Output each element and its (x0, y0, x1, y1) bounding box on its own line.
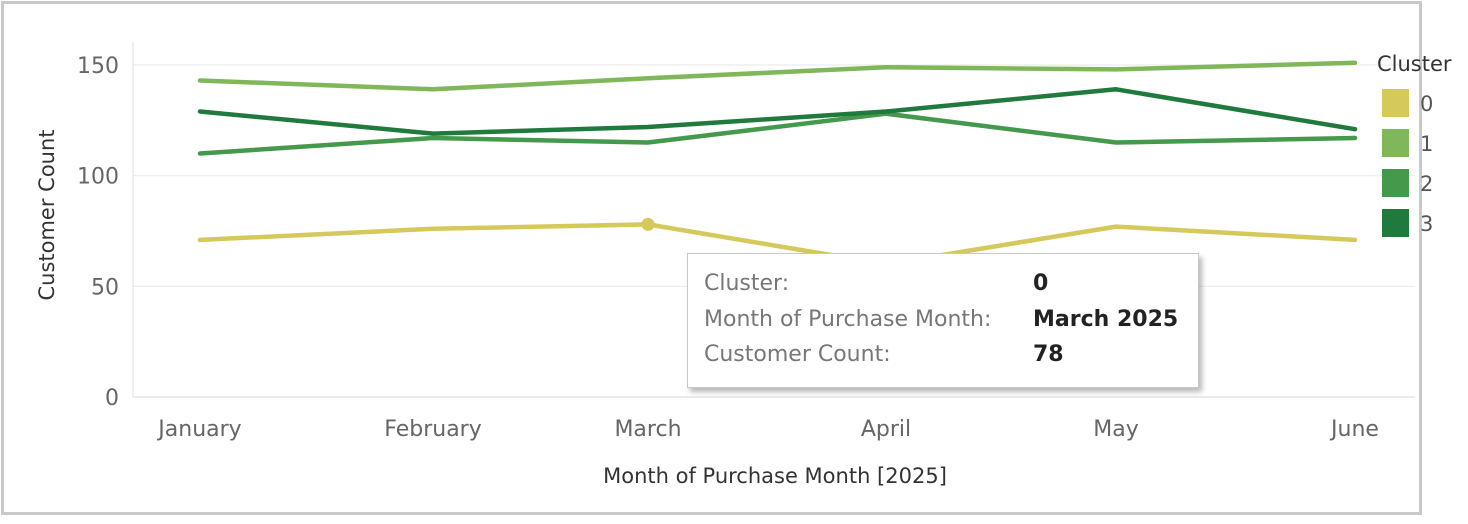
x-tick-label: June (1329, 417, 1379, 442)
tooltip-row-count: Customer Count: 78 (704, 342, 1184, 372)
data-point-cluster-1 (646, 76, 650, 80)
data-point-cluster-0 (1353, 238, 1357, 242)
series-line-cluster-0 (197, 222, 1358, 267)
legend-label-cluster-0: 0 (1420, 92, 1433, 116)
y-axis-title: Customer Count (35, 129, 59, 300)
x-tick-label: January (156, 417, 241, 442)
tooltip-value: 0 (1033, 271, 1049, 296)
x-tick-label: April (861, 417, 911, 442)
tooltip-key: Cluster: (704, 271, 790, 296)
legend-label-cluster-2: 2 (1420, 172, 1433, 196)
highlighted-data-point (641, 217, 655, 231)
data-point-cluster-2 (198, 151, 202, 155)
series-line-cluster-2 (197, 111, 1358, 156)
data-point-cluster-2 (1114, 140, 1118, 144)
x-tick-label: May (1093, 417, 1138, 442)
legend-swatch-cluster-2 (1382, 169, 1409, 197)
data-point-cluster-0 (198, 238, 202, 242)
y-tick-label: 0 (105, 386, 119, 411)
legend-swatch-cluster-0 (1382, 89, 1409, 117)
y-tick-label: 50 (91, 275, 119, 300)
x-axis-title: Month of Purchase Month [2025] (603, 464, 947, 488)
legend-swatch-cluster-1 (1382, 129, 1409, 157)
series-line-cluster-3 (197, 87, 1358, 136)
legend-label-cluster-1: 1 (1420, 132, 1433, 156)
data-point-cluster-3 (198, 109, 202, 113)
data-point-cluster-1 (431, 87, 435, 91)
x-tick-label: February (384, 417, 482, 442)
legend-swatch-cluster-3 (1382, 209, 1409, 237)
tooltip-key: Month of Purchase Month: (704, 307, 992, 332)
data-point-cluster-3 (1353, 127, 1357, 131)
series-line-cluster-1 (197, 60, 1358, 92)
data-point-cluster-2 (646, 140, 650, 144)
tooltip-row-cluster: Cluster: 0 (704, 271, 1184, 301)
tooltip-row-month: Month of Purchase Month: March 2025 (704, 307, 1184, 337)
data-point-cluster-3 (1114, 87, 1118, 91)
y-tick-label: 150 (77, 54, 119, 79)
data-point-cluster-2 (1353, 136, 1357, 140)
data-point-cluster-1 (1114, 67, 1118, 71)
data-point-cluster-1 (1353, 61, 1357, 65)
data-point-cluster-1 (198, 78, 202, 82)
data-point-cluster-3 (884, 109, 888, 113)
data-point-cluster-0 (431, 227, 435, 231)
data-point-cluster-3 (431, 131, 435, 135)
tooltip-key: Customer Count: (704, 342, 891, 367)
legend-title: Cluster (1377, 52, 1452, 76)
data-point-cluster-1 (884, 65, 888, 69)
data-point-cluster-2 (431, 136, 435, 140)
data-point-cluster-0 (1114, 224, 1118, 228)
tooltip-value: March 2025 (1033, 307, 1179, 332)
legend-label-cluster-3: 3 (1420, 212, 1433, 236)
y-tick-label: 100 (77, 165, 119, 190)
tooltip-value: 78 (1033, 342, 1064, 367)
x-tick-label: March (614, 417, 681, 442)
hover-tooltip: Cluster: 0 Month of Purchase Month: Marc… (687, 253, 1199, 388)
data-point-cluster-3 (646, 125, 650, 129)
